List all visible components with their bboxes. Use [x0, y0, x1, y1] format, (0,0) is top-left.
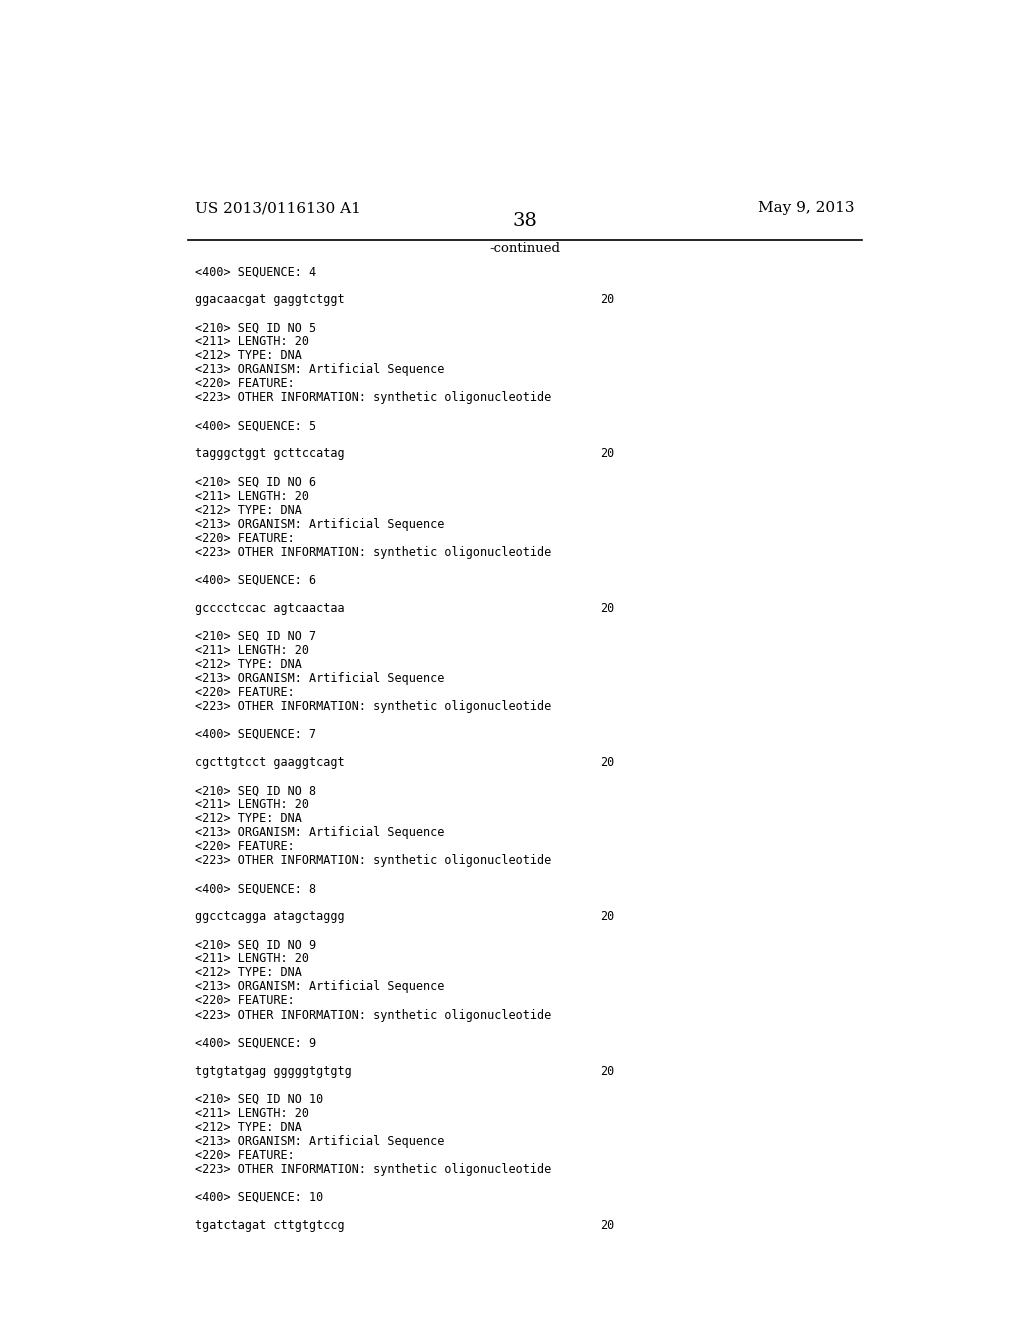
Text: <211> LENGTH: 20: <211> LENGTH: 20 — [196, 335, 309, 348]
Text: <400> SEQUENCE: 10: <400> SEQUENCE: 10 — [196, 1191, 324, 1204]
Text: <213> ORGANISM: Artificial Sequence: <213> ORGANISM: Artificial Sequence — [196, 517, 444, 531]
Text: <400> SEQUENCE: 5: <400> SEQUENCE: 5 — [196, 420, 316, 433]
Text: <212> TYPE: DNA: <212> TYPE: DNA — [196, 812, 302, 825]
Text: ggcctcagga atagctaggg: ggcctcagga atagctaggg — [196, 911, 345, 923]
Text: <213> ORGANISM: Artificial Sequence: <213> ORGANISM: Artificial Sequence — [196, 981, 444, 994]
Text: gcccctccac agtcaactaa: gcccctccac agtcaactaa — [196, 602, 345, 615]
Text: 20: 20 — [600, 1218, 614, 1232]
Text: <213> ORGANISM: Artificial Sequence: <213> ORGANISM: Artificial Sequence — [196, 826, 444, 840]
Text: 20: 20 — [600, 447, 614, 461]
Text: <400> SEQUENCE: 6: <400> SEQUENCE: 6 — [196, 574, 316, 586]
Text: <212> TYPE: DNA: <212> TYPE: DNA — [196, 350, 302, 362]
Text: 20: 20 — [600, 756, 614, 770]
Text: US 2013/0116130 A1: US 2013/0116130 A1 — [196, 201, 361, 215]
Text: tagggctggt gcttccatag: tagggctggt gcttccatag — [196, 447, 345, 461]
Text: <220> FEATURE:: <220> FEATURE: — [196, 686, 295, 698]
Text: May 9, 2013: May 9, 2013 — [758, 201, 854, 215]
Text: <220> FEATURE:: <220> FEATURE: — [196, 841, 295, 853]
Text: 20: 20 — [600, 1065, 614, 1077]
Text: <220> FEATURE:: <220> FEATURE: — [196, 994, 295, 1007]
Text: <400> SEQUENCE: 8: <400> SEQUENCE: 8 — [196, 882, 316, 895]
Text: <211> LENGTH: 20: <211> LENGTH: 20 — [196, 644, 309, 657]
Text: -continued: -continued — [489, 243, 560, 255]
Text: <210> SEQ ID NO 5: <210> SEQ ID NO 5 — [196, 321, 316, 334]
Text: <400> SEQUENCE: 7: <400> SEQUENCE: 7 — [196, 729, 316, 741]
Text: <211> LENGTH: 20: <211> LENGTH: 20 — [196, 490, 309, 503]
Text: <212> TYPE: DNA: <212> TYPE: DNA — [196, 503, 302, 516]
Text: <213> ORGANISM: Artificial Sequence: <213> ORGANISM: Artificial Sequence — [196, 1135, 444, 1148]
Text: <210> SEQ ID NO 7: <210> SEQ ID NO 7 — [196, 630, 316, 643]
Text: ggacaacgat gaggtctggt: ggacaacgat gaggtctggt — [196, 293, 345, 306]
Text: <220> FEATURE:: <220> FEATURE: — [196, 532, 295, 545]
Text: <211> LENGTH: 20: <211> LENGTH: 20 — [196, 1106, 309, 1119]
Text: <220> FEATURE:: <220> FEATURE: — [196, 378, 295, 391]
Text: tgtgtatgag gggggtgtgtg: tgtgtatgag gggggtgtgtg — [196, 1065, 352, 1077]
Text: <212> TYPE: DNA: <212> TYPE: DNA — [196, 1121, 302, 1134]
Text: tgatctagat cttgtgtccg: tgatctagat cttgtgtccg — [196, 1218, 345, 1232]
Text: <223> OTHER INFORMATION: synthetic oligonucleotide: <223> OTHER INFORMATION: synthetic oligo… — [196, 545, 552, 558]
Text: <223> OTHER INFORMATION: synthetic oligonucleotide: <223> OTHER INFORMATION: synthetic oligo… — [196, 1163, 552, 1176]
Text: 20: 20 — [600, 293, 614, 306]
Text: cgcttgtcct gaaggtcagt: cgcttgtcct gaaggtcagt — [196, 756, 345, 770]
Text: 20: 20 — [600, 911, 614, 923]
Text: <223> OTHER INFORMATION: synthetic oligonucleotide: <223> OTHER INFORMATION: synthetic oligo… — [196, 391, 552, 404]
Text: <211> LENGTH: 20: <211> LENGTH: 20 — [196, 953, 309, 965]
Text: <400> SEQUENCE: 4: <400> SEQUENCE: 4 — [196, 265, 316, 279]
Text: <210> SEQ ID NO 8: <210> SEQ ID NO 8 — [196, 784, 316, 797]
Text: 20: 20 — [600, 602, 614, 615]
Text: <211> LENGTH: 20: <211> LENGTH: 20 — [196, 799, 309, 810]
Text: <212> TYPE: DNA: <212> TYPE: DNA — [196, 966, 302, 979]
Text: <210> SEQ ID NO 6: <210> SEQ ID NO 6 — [196, 475, 316, 488]
Text: <210> SEQ ID NO 10: <210> SEQ ID NO 10 — [196, 1093, 324, 1106]
Text: <213> ORGANISM: Artificial Sequence: <213> ORGANISM: Artificial Sequence — [196, 363, 444, 376]
Text: <210> SEQ ID NO 9: <210> SEQ ID NO 9 — [196, 939, 316, 952]
Text: <220> FEATURE:: <220> FEATURE: — [196, 1148, 295, 1162]
Text: <213> ORGANISM: Artificial Sequence: <213> ORGANISM: Artificial Sequence — [196, 672, 444, 685]
Text: <223> OTHER INFORMATION: synthetic oligonucleotide: <223> OTHER INFORMATION: synthetic oligo… — [196, 1008, 552, 1022]
Text: 38: 38 — [512, 213, 538, 231]
Text: <223> OTHER INFORMATION: synthetic oligonucleotide: <223> OTHER INFORMATION: synthetic oligo… — [196, 854, 552, 867]
Text: <400> SEQUENCE: 9: <400> SEQUENCE: 9 — [196, 1036, 316, 1049]
Text: <212> TYPE: DNA: <212> TYPE: DNA — [196, 657, 302, 671]
Text: <223> OTHER INFORMATION: synthetic oligonucleotide: <223> OTHER INFORMATION: synthetic oligo… — [196, 700, 552, 713]
